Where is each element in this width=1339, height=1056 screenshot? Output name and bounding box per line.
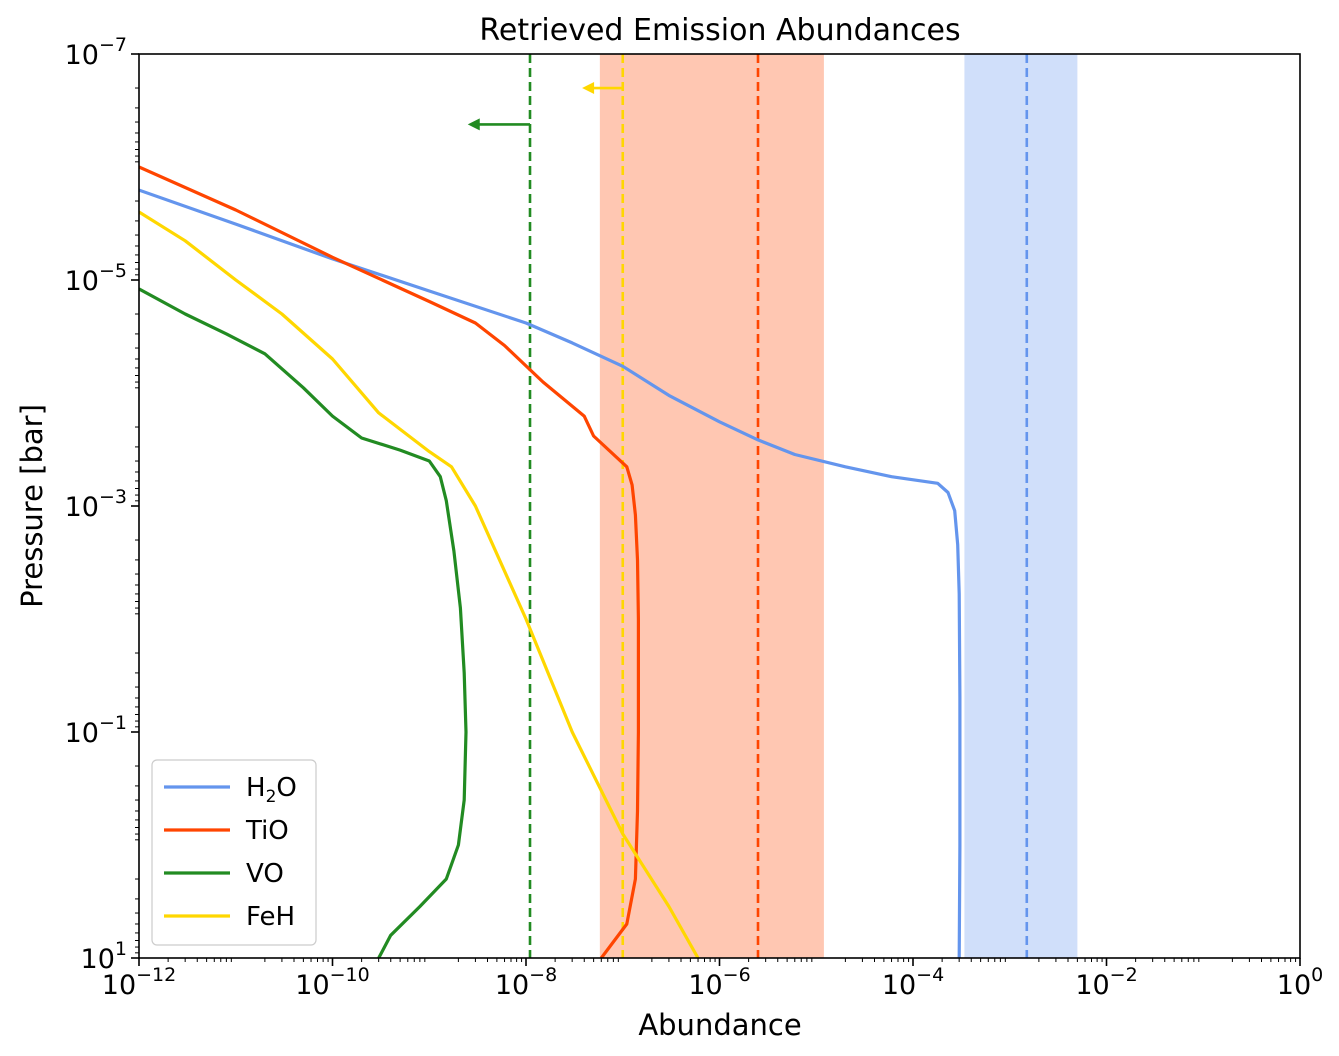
- legend: H2O TiO VO FeH: [151, 759, 317, 946]
- legend-label: VO: [246, 859, 284, 889]
- retrieved-value-lines: [528, 54, 1029, 958]
- x-axis-label: Abundance: [638, 1008, 801, 1042]
- x-tick-label: 100: [1277, 964, 1323, 1001]
- series-line-h2o: [139, 188, 962, 958]
- y-axis-ticks: 10−7 10−5 10−3 10−1 101: [65, 34, 139, 975]
- upper-limit-arrow-feh: [582, 82, 623, 95]
- y-tick-label: 10−1: [65, 712, 127, 749]
- y-tick-label: 101: [81, 938, 127, 975]
- x-tick-label: 10−8: [495, 964, 557, 1001]
- chart-title: Retrieved Emission Abundances: [479, 13, 960, 48]
- upper-limit-arrow-vo: [467, 118, 531, 131]
- shaded-band-h2o: [964, 54, 1078, 958]
- x-tick-label: 10−4: [882, 964, 944, 1001]
- legend-item-feh: FeH: [164, 902, 295, 932]
- x-axis-ticks: 10−12 10−10 10−8 10−6 10−4 10−2 100: [102, 958, 1323, 1001]
- x-tick-label: 10−10: [295, 964, 369, 1001]
- y-tick-label: 10−7: [65, 34, 127, 71]
- abundance-profiles: [139, 165, 962, 958]
- shaded-bands: [599, 54, 1078, 958]
- legend-item-tio: TiO: [164, 816, 289, 846]
- legend-item-vo: VO: [164, 859, 284, 889]
- legend-item-h2o: H2O: [164, 773, 297, 807]
- y-axis-label: Pressure [bar]: [15, 404, 49, 608]
- series-line-feh: [139, 210, 700, 958]
- x-tick-label: 10−2: [1075, 964, 1137, 1001]
- legend-label: FeH: [246, 902, 295, 932]
- legend-box: [151, 759, 317, 946]
- series-line-tio: [139, 165, 640, 958]
- y-tick-label: 10−3: [65, 486, 127, 523]
- legend-label: TiO: [245, 816, 289, 846]
- legend-label: H2O: [246, 773, 297, 807]
- x-tick-label: 10−12: [102, 964, 176, 1001]
- x-tick-label: 10−6: [688, 964, 750, 1001]
- y-tick-label: 10−5: [65, 260, 127, 297]
- upper-limit-arrows: [467, 82, 623, 131]
- series-line-vo: [139, 287, 468, 958]
